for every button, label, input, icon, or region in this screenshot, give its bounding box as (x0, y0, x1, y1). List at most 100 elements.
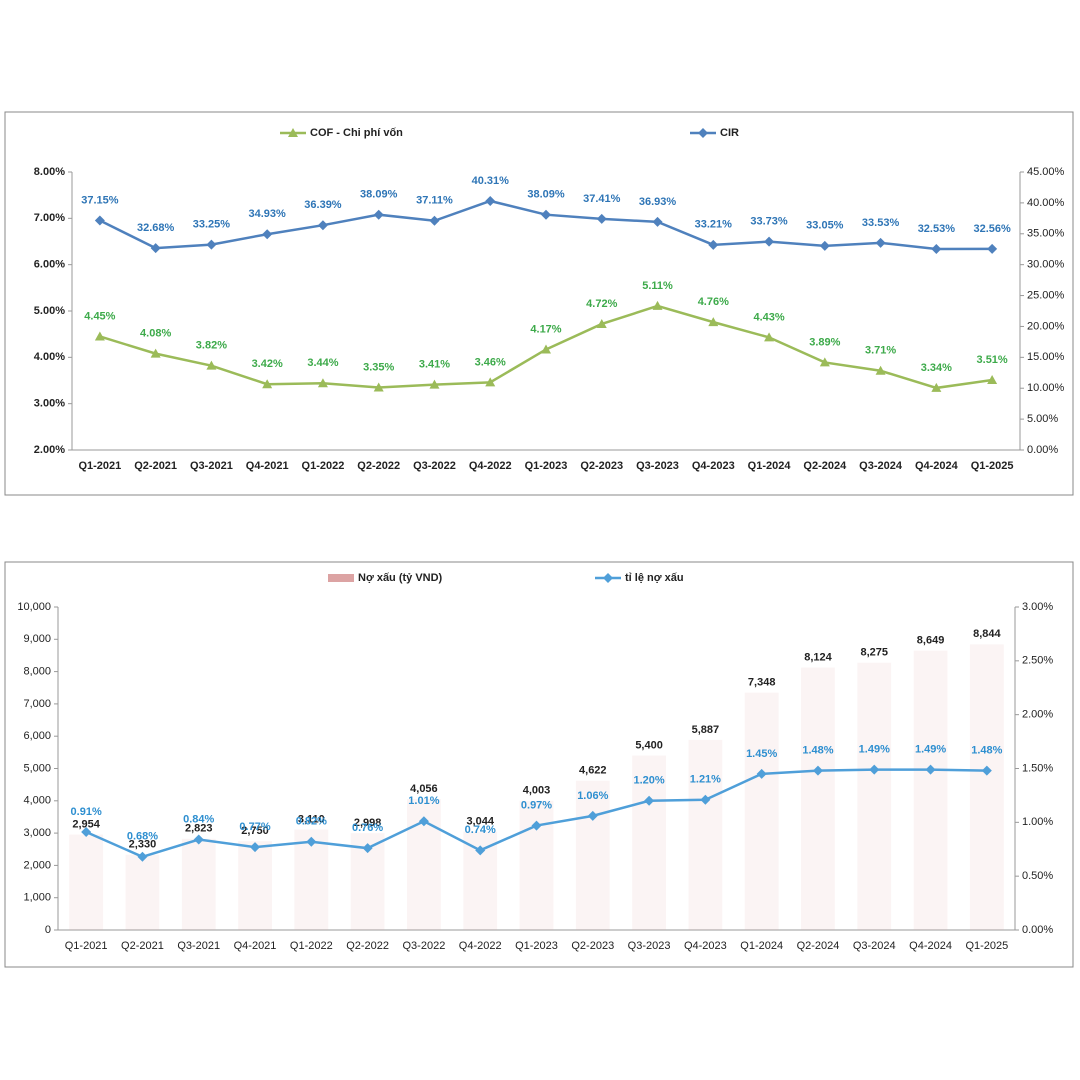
y-tick-label: 1,000 (23, 892, 51, 904)
data-label: 0.84% (183, 813, 214, 825)
line-marker (373, 209, 384, 220)
x-tick-label: Q2-2022 (357, 460, 400, 472)
legend-swatch (328, 574, 354, 582)
x-tick-label: Q3-2022 (403, 940, 446, 952)
x-tick-label: Q3-2022 (413, 460, 456, 472)
bar (181, 838, 216, 930)
y-tick-label: 9,000 (23, 633, 51, 645)
x-tick-label: Q1-2022 (290, 940, 333, 952)
line-marker (317, 220, 328, 231)
x-tick-label: Q2-2022 (346, 940, 389, 952)
x-tick-label: Q1-2022 (302, 460, 345, 472)
line-marker (418, 816, 429, 827)
y2-tick-label: 1.00% (1022, 816, 1053, 828)
y-tick-label: 5,000 (23, 762, 51, 774)
y-tick-label: 6.00% (34, 259, 65, 271)
data-label: 0.97% (521, 799, 552, 811)
y2-tick-label: 0.00% (1022, 924, 1053, 936)
chart-frame (4, 561, 1074, 968)
line-marker (981, 765, 992, 776)
line-marker (485, 195, 496, 206)
line-marker (708, 317, 719, 327)
data-label: 4.72% (586, 298, 617, 310)
chart-frame (4, 111, 1074, 496)
y2-tick-label: 5.00% (1027, 413, 1058, 425)
data-label: 3.71% (865, 345, 896, 357)
x-tick-label: Q4-2023 (684, 940, 727, 952)
line-marker (262, 229, 273, 240)
line-marker (925, 764, 936, 775)
data-label: 4.76% (698, 296, 729, 308)
bar (69, 834, 104, 930)
data-label: 0.76% (352, 822, 383, 834)
data-label: 3,044 (466, 816, 494, 828)
bar (744, 692, 779, 930)
data-label: 3.42% (252, 358, 283, 370)
line-marker (819, 240, 830, 251)
data-label: 8,124 (804, 652, 832, 664)
data-label: 4.17% (530, 323, 561, 335)
data-label: 4,056 (410, 783, 438, 795)
data-label: 2,998 (354, 817, 382, 829)
data-label: 7,348 (748, 677, 776, 689)
data-label: 36.93% (639, 196, 677, 208)
data-label: 36.39% (304, 199, 342, 211)
y2-tick-label: 40.00% (1027, 197, 1065, 209)
line-marker (206, 360, 217, 370)
x-tick-label: Q2-2024 (797, 940, 840, 952)
bar (125, 854, 160, 930)
data-label: 37.11% (416, 195, 453, 207)
data-label: 4.08% (140, 328, 171, 340)
bar (801, 667, 835, 930)
line-marker (150, 348, 161, 358)
line-marker (94, 331, 105, 341)
data-label: 3.34% (921, 362, 952, 374)
data-label: 4,003 (523, 785, 551, 797)
x-tick-label: Q1-2023 (515, 940, 558, 952)
data-label: 3.51% (977, 354, 1008, 366)
x-tick-label: Q2-2021 (121, 940, 164, 952)
y2-tick-label: 3.00% (1022, 601, 1053, 613)
data-label: 1.48% (802, 745, 833, 757)
line-marker (137, 851, 148, 862)
y2-tick-label: 45.00% (1027, 166, 1065, 178)
y-tick-label: 8,000 (23, 666, 51, 678)
line-marker (931, 382, 942, 392)
line-marker (373, 382, 384, 392)
data-label: 32.53% (918, 223, 956, 235)
y2-tick-label: 0.50% (1022, 870, 1053, 882)
legend-label: COF - Chi phí vốn (310, 127, 403, 139)
line-marker (250, 842, 261, 853)
line-marker (475, 845, 486, 856)
line-marker (362, 843, 373, 854)
y2-tick-label: 2.00% (1022, 709, 1053, 721)
y-tick-label: 3.00% (34, 398, 65, 410)
data-label: 0.74% (465, 824, 496, 836)
data-label: 34.93% (249, 208, 287, 220)
data-label: 1.45% (746, 748, 777, 760)
y-tick-label: 8.00% (34, 166, 65, 178)
line-marker (429, 215, 440, 226)
line-marker (987, 243, 998, 254)
x-tick-label: Q1-2024 (748, 460, 792, 472)
line-marker (756, 768, 767, 779)
data-label: 0.82% (296, 816, 327, 828)
data-label: 0.77% (239, 821, 270, 833)
y2-tick-label: 15.00% (1027, 351, 1065, 363)
data-label: 38.09% (360, 189, 398, 201)
legend-marker (603, 573, 613, 583)
data-label: 32.56% (973, 223, 1011, 235)
data-label: 33.73% (750, 216, 788, 228)
y2-tick-label: 30.00% (1027, 259, 1065, 271)
x-tick-label: Q3-2023 (628, 940, 671, 952)
line-marker (812, 765, 823, 776)
data-label: 1.20% (633, 775, 664, 787)
legend-label: tỉ lệ nợ xấu (625, 572, 684, 584)
bar (688, 739, 723, 930)
bar (238, 841, 272, 930)
x-tick-label: Q4-2023 (692, 460, 735, 472)
line-marker (875, 237, 886, 248)
data-label: 1.06% (577, 790, 608, 802)
x-tick-label: Q1-2021 (65, 940, 108, 952)
